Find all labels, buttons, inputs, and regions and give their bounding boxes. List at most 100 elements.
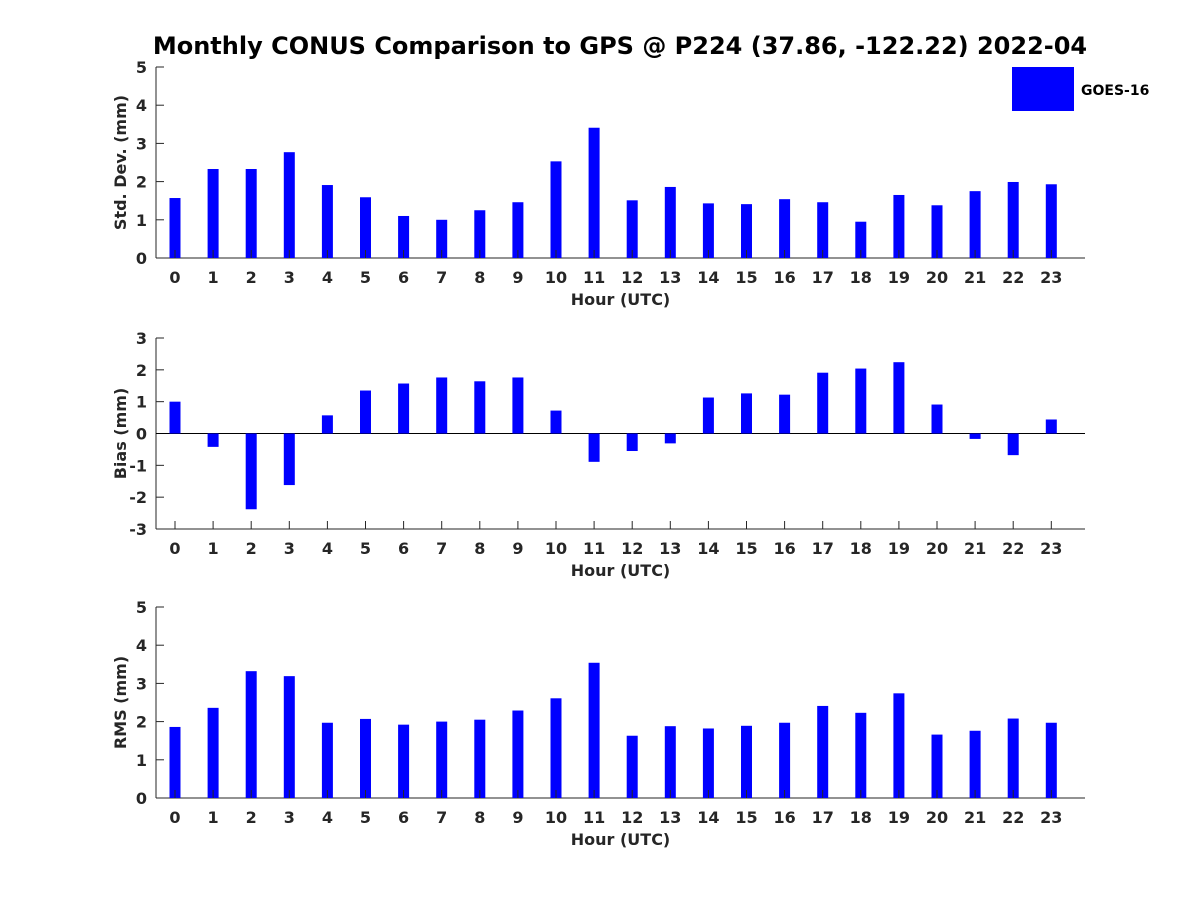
bar-hour-3 (283, 676, 295, 798)
x-tick-label: 16 (773, 808, 795, 827)
bar-hour-18 (855, 712, 867, 798)
y-tick-label: 1 (136, 751, 147, 770)
x-tick-label: 19 (888, 268, 910, 287)
x-tick-label: 23 (1040, 808, 1062, 827)
bar-hour-9 (512, 710, 524, 798)
bar-hour-12 (626, 735, 638, 798)
bar-hour-12 (626, 200, 638, 258)
x-tick-label: 17 (812, 539, 834, 558)
x-tick-label: 1 (208, 539, 219, 558)
x-tick-label: 11 (583, 268, 605, 287)
x-tick-label: 16 (773, 268, 795, 287)
bar-hour-0 (169, 726, 181, 798)
bar-hour-1 (207, 168, 219, 258)
bar-hour-10 (550, 410, 562, 434)
x-tick-label: 5 (360, 808, 371, 827)
x-tick-label: 10 (545, 808, 567, 827)
x-tick-label: 5 (360, 539, 371, 558)
bar-hour-15 (741, 204, 752, 258)
x-tick-label: 5 (360, 268, 371, 287)
bar-hour-11 (588, 662, 600, 798)
bar-hour-21 (969, 191, 981, 258)
y-tick-label: -2 (129, 488, 147, 507)
bar-hour-7 (436, 721, 448, 798)
x-tick-label: 6 (398, 539, 409, 558)
x-tick-label: 13 (659, 539, 681, 558)
x-tick-label: 3 (284, 539, 295, 558)
x-tick-label: 4 (322, 268, 333, 287)
x-tick-label: 8 (474, 268, 485, 287)
bar-hour-12 (626, 433, 638, 452)
x-tick-label: 3 (284, 268, 295, 287)
x-tick-label: 18 (850, 808, 872, 827)
bar-hour-4 (321, 722, 333, 798)
x-tick-label: 23 (1040, 268, 1062, 287)
y-tick-label: 3 (136, 674, 147, 693)
y-tick-label: 4 (136, 96, 147, 115)
x-tick-label: 13 (659, 268, 681, 287)
bar-hour-20 (931, 404, 943, 434)
bar-hour-23 (1045, 419, 1057, 434)
bar-hour-6 (398, 215, 410, 258)
x-axis-label: Hour (UTC) (571, 830, 671, 849)
x-tick-label: 22 (1002, 539, 1024, 558)
bar-hour-1 (207, 707, 219, 798)
x-tick-label: 21 (964, 539, 986, 558)
y-axis-label: RMS (mm) (111, 656, 130, 749)
bar-hour-16 (779, 394, 791, 434)
y-tick-label: 2 (136, 713, 147, 732)
x-tick-label: 0 (169, 808, 180, 827)
x-tick-label: 6 (398, 808, 409, 827)
x-tick-label: 17 (812, 808, 834, 827)
x-tick-label: 10 (545, 268, 567, 287)
x-tick-label: 12 (621, 539, 643, 558)
y-tick-label: -3 (129, 520, 147, 539)
x-tick-label: 11 (583, 808, 605, 827)
x-tick-label: 15 (735, 808, 757, 827)
chart-title: Monthly CONUS Comparison to GPS @ P224 (… (153, 32, 1087, 60)
y-tick-label: 0 (136, 789, 147, 808)
bar-hour-23 (1045, 184, 1057, 258)
x-tick-label: 8 (474, 808, 485, 827)
bar-hour-11 (588, 127, 600, 258)
bar-hour-17 (817, 705, 829, 798)
bar-hour-18 (855, 221, 867, 258)
x-axis-label: Hour (UTC) (571, 290, 671, 309)
x-tick-label: 22 (1002, 268, 1024, 287)
y-tick-label: 5 (136, 598, 147, 617)
legend-swatch-goes16 (1012, 67, 1074, 111)
x-tick-label: 12 (621, 268, 643, 287)
legend: GOES-16 (1012, 67, 1149, 111)
x-tick-label: 20 (926, 268, 948, 287)
y-tick-label: 5 (136, 58, 147, 77)
bar-hour-19 (893, 194, 905, 258)
bar-hour-14 (702, 203, 714, 258)
x-tick-label: 14 (697, 268, 719, 287)
x-tick-label: 0 (169, 268, 180, 287)
x-tick-label: 14 (697, 808, 719, 827)
bar-hour-8 (474, 719, 486, 798)
x-tick-label: 11 (583, 539, 605, 558)
x-tick-label: 1 (208, 808, 219, 827)
x-tick-label: 16 (773, 539, 795, 558)
x-tick-label: 14 (697, 539, 719, 558)
bar-hour-11 (588, 433, 600, 462)
bar-hour-0 (169, 401, 181, 434)
legend-label-goes16: GOES-16 (1081, 83, 1149, 99)
bar-hour-4 (321, 415, 333, 434)
bar-hour-18 (855, 368, 867, 434)
bar-hour-4 (321, 185, 333, 258)
bar-hour-13 (664, 186, 676, 258)
bar-hour-2 (245, 433, 257, 510)
x-tick-label: 7 (436, 268, 447, 287)
bar-hour-3 (283, 433, 295, 486)
x-tick-label: 9 (512, 808, 523, 827)
bar-hour-17 (817, 202, 829, 258)
x-tick-label: 18 (850, 268, 872, 287)
x-tick-label: 19 (888, 539, 910, 558)
bar-hour-19 (893, 362, 905, 434)
x-tick-label: 19 (888, 808, 910, 827)
